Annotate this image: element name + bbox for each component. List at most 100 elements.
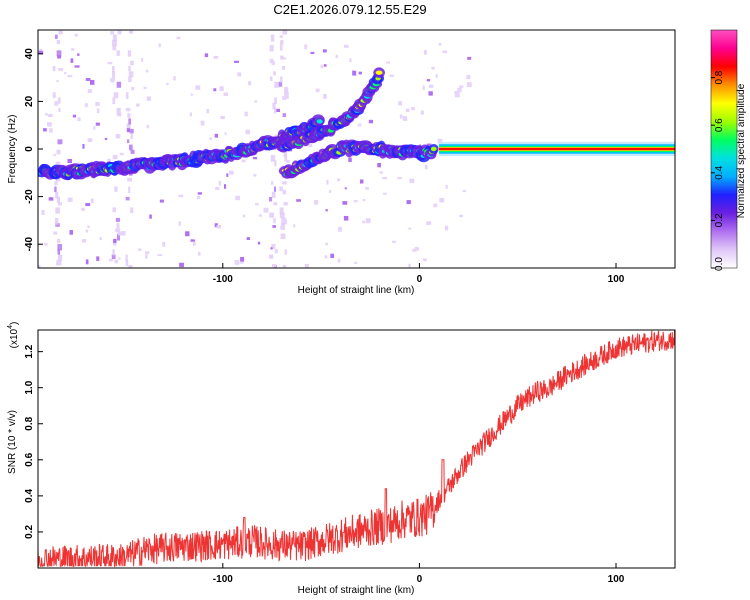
snr-multiplier-base: (x10 — [9, 328, 20, 348]
noise-speck — [245, 129, 250, 135]
noise-speck — [214, 223, 218, 228]
noise-speck — [271, 191, 276, 198]
noise-speck — [280, 226, 283, 229]
noise-speck — [120, 231, 126, 236]
colorbar-axes: 0.0 0.2 0.4 0.6 0.8 — [711, 70, 725, 271]
noise-speck — [107, 61, 113, 65]
noise-speck — [348, 157, 352, 162]
noise-speck — [87, 89, 93, 93]
noise-speck — [408, 263, 411, 268]
noise-speck — [53, 231, 58, 235]
noise-speck — [74, 65, 80, 68]
noise-speck — [304, 44, 308, 50]
noise-speck — [58, 30, 63, 35]
noise-speck — [397, 177, 402, 180]
noise-speck — [353, 200, 358, 203]
spectrogram-x-label: Height of straight line (km) — [298, 285, 415, 296]
noise-speck — [176, 36, 181, 40]
noise-speck — [273, 107, 277, 114]
noise-speck — [246, 237, 250, 240]
noise-speck — [273, 217, 276, 224]
noise-speck — [228, 170, 234, 175]
noise-speck — [213, 55, 219, 59]
noise-speck — [56, 39, 61, 45]
noise-speck — [337, 178, 341, 182]
noise-speck — [85, 259, 89, 265]
noise-speck — [128, 71, 134, 78]
noise-speck — [119, 152, 124, 156]
noise-speck — [159, 199, 164, 203]
noise-speck — [405, 108, 410, 113]
noise-speck — [82, 239, 87, 243]
noise-speck — [125, 196, 130, 201]
noise-speck — [56, 80, 59, 83]
noise-speck — [426, 143, 432, 147]
noise-speck — [454, 90, 460, 95]
noise-speck — [293, 224, 296, 228]
noise-speck — [104, 137, 108, 140]
noise-speck — [145, 254, 148, 259]
noise-speck — [444, 225, 449, 231]
colorbar: 0.0 0.2 0.4 0.6 0.8 Normalized spectral ampl… — [710, 29, 747, 271]
noise-speck — [57, 238, 61, 243]
noise-speck — [110, 77, 115, 83]
noise-speck — [269, 254, 274, 259]
noise-speck — [438, 42, 442, 46]
noise-speck — [359, 179, 364, 184]
noise-speck — [343, 215, 349, 221]
noise-speck — [281, 57, 286, 60]
noise-speck — [284, 249, 287, 255]
noise-speck — [44, 243, 48, 246]
noise-speck — [146, 124, 149, 129]
y-tick-label: 0.8 — [24, 416, 35, 430]
noise-speck — [402, 116, 408, 121]
noise-speck — [116, 50, 120, 56]
noise-speck — [54, 34, 58, 39]
y-tick-label: 20 — [24, 95, 35, 107]
noise-speck — [276, 108, 280, 113]
noise-speck — [67, 74, 73, 78]
noise-speck — [143, 86, 147, 89]
noise-speck — [338, 226, 342, 232]
noise-speck — [112, 45, 117, 51]
noise-speck — [284, 86, 289, 94]
noise-speck — [282, 113, 287, 118]
noise-speck — [352, 70, 357, 76]
noise-speck — [213, 88, 217, 92]
noise-speck — [216, 225, 222, 229]
noise-speck — [166, 82, 169, 86]
noise-speck — [273, 202, 278, 206]
noise-speck — [342, 201, 348, 205]
snr-x-label: Height of straight line (km) — [298, 585, 415, 596]
noise-speck — [96, 256, 100, 261]
noise-speck — [270, 181, 274, 185]
noise-speck — [85, 229, 89, 233]
noise-speck — [56, 50, 62, 57]
y-tick-label: 0.6 — [24, 452, 35, 466]
noise-speck — [157, 254, 163, 257]
snr-multiplier-close: ) — [9, 322, 20, 325]
noise-speck — [48, 113, 53, 118]
noise-speck — [435, 74, 438, 78]
noise-speck — [141, 57, 144, 62]
noise-speck — [424, 164, 428, 170]
snr-multiplier-exp: 4 — [7, 325, 14, 329]
noise-speck — [129, 128, 134, 134]
noise-speck — [190, 239, 196, 242]
noise-speck — [136, 103, 140, 107]
noise-speck — [111, 254, 116, 260]
noise-speck — [95, 102, 100, 106]
colorbar-label: Normalized spectral amplitude — [736, 83, 747, 218]
noise-speck — [77, 117, 81, 122]
noise-speck — [112, 34, 117, 42]
noise-speck — [126, 128, 130, 133]
noise-speck — [158, 43, 161, 48]
noise-speck — [382, 177, 388, 180]
spectrogram-axes: -100 0 100 -40 -20 0 20 40 — [24, 48, 625, 285]
noise-speck — [279, 186, 283, 192]
noise-speck — [128, 118, 132, 125]
noise-speck — [284, 155, 288, 162]
noise-speck — [411, 107, 415, 111]
noise-speck — [263, 207, 269, 213]
